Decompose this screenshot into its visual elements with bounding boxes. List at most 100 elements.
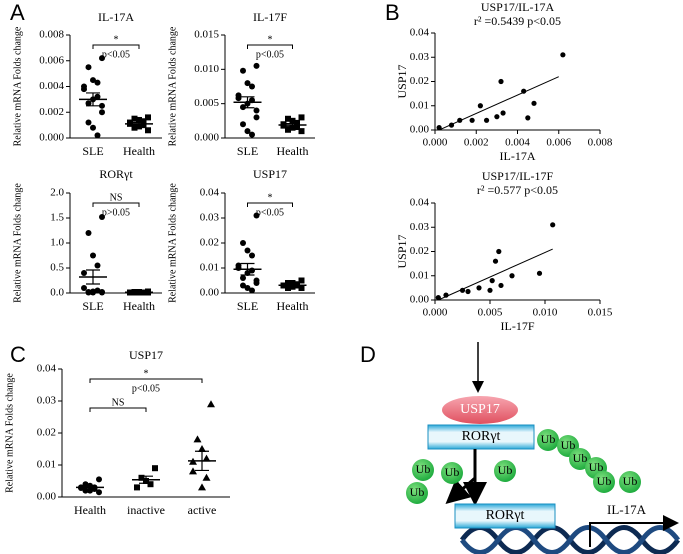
x-tick-label: Health	[277, 299, 309, 313]
data-point	[249, 287, 255, 294]
data-point	[198, 483, 206, 491]
data-point	[99, 55, 105, 62]
data-point	[99, 289, 105, 296]
significance-mark: NS	[110, 192, 123, 203]
x-tick-label: 0.006	[546, 137, 571, 149]
data-point	[90, 77, 96, 84]
data-point	[81, 86, 87, 93]
data-point	[253, 114, 260, 121]
data-point	[469, 117, 475, 123]
y-tick-label: 0.01	[37, 459, 56, 471]
y-tick-label: 0.006	[39, 54, 64, 66]
bracket	[247, 44, 293, 49]
x-tick-label: 0.005	[478, 307, 503, 319]
data-point	[492, 258, 499, 264]
y-tick-label: 0.000	[39, 132, 64, 144]
p-value: p>0.05	[102, 207, 130, 218]
y-tick-label: 0.004	[39, 80, 64, 92]
chart-title: USP17/IL-17A	[481, 0, 555, 14]
data-point	[85, 64, 92, 71]
ub-label: Ub	[623, 474, 638, 488]
ub-label: Ub	[541, 432, 556, 446]
enzyme-label: USP17	[460, 402, 500, 417]
p-value: p<0.05	[256, 207, 284, 218]
x-tick-label: 0.002	[464, 137, 489, 149]
data-point	[85, 100, 92, 107]
data-point	[99, 109, 105, 116]
sem-bar	[240, 96, 255, 109]
y-tick-label: 2.0	[50, 187, 64, 199]
p-value: p<0.05	[102, 49, 130, 60]
enzyme-shape	[442, 396, 518, 424]
ub-shape	[406, 482, 428, 504]
sem-bar	[195, 450, 209, 472]
data-point	[477, 103, 483, 109]
significance-mark: *	[144, 368, 149, 379]
y-tick-label: 0.02	[410, 245, 429, 257]
y-tick-label: 0.00	[410, 294, 430, 306]
data-point	[298, 285, 305, 291]
data-point	[198, 445, 206, 452]
sem-bar	[139, 475, 153, 484]
data-point	[147, 481, 154, 488]
ub-shape	[593, 471, 615, 493]
x-tick-label: Health	[123, 144, 155, 158]
panel-letter: D	[360, 342, 376, 367]
y-tick-label: 0.005	[194, 97, 219, 109]
p-value: p<0.05	[256, 49, 284, 60]
y-tick-label: 0.02	[37, 427, 56, 439]
data-point	[525, 115, 531, 121]
data-point	[99, 214, 105, 220]
sem-bar	[83, 485, 97, 490]
gene-label: IL-17A	[607, 502, 647, 517]
data-point	[531, 100, 537, 106]
data-point	[85, 119, 92, 126]
y-axis-label: Relative mRNA Folds change	[12, 183, 23, 303]
data-point	[294, 124, 300, 131]
data-point	[202, 473, 211, 481]
ub-label: Ub	[416, 462, 431, 476]
ub-shape	[494, 460, 516, 482]
data-point	[96, 476, 102, 483]
panel-letter: B	[385, 0, 400, 25]
data-point	[487, 287, 493, 293]
data-point	[249, 83, 255, 90]
data-point	[285, 126, 291, 133]
data-point	[500, 110, 506, 116]
data-point	[483, 117, 490, 123]
data-point	[189, 467, 197, 475]
y-axis-label: USP17	[395, 64, 409, 98]
data-point	[240, 275, 246, 281]
panel-letter: A	[10, 0, 25, 25]
ub-label: Ub	[410, 485, 425, 499]
x-tick-label: inactive	[127, 503, 165, 517]
x-axis-label: IL-17A	[500, 149, 536, 163]
target-box	[454, 503, 556, 529]
significance-mark: *	[268, 192, 273, 203]
data-point	[85, 289, 92, 296]
data-point	[240, 282, 246, 289]
sem-bar	[86, 269, 100, 285]
x-axis-label: IL-17F	[501, 319, 535, 333]
x-tick-label: 0.004	[505, 137, 530, 149]
data-point	[131, 115, 138, 122]
data-point	[94, 79, 101, 86]
chart-subtitle: r² =0.577 p<0.05	[477, 183, 558, 197]
y-tick-label: 0.0	[50, 287, 64, 299]
bracket	[89, 407, 147, 412]
data-point	[560, 52, 566, 58]
y-tick-label: 0.03	[410, 51, 430, 63]
bracket	[92, 202, 140, 207]
ub-shape	[619, 471, 641, 493]
data-point	[94, 93, 101, 100]
data-point	[136, 123, 142, 130]
chart-title: IL-17F	[253, 10, 287, 24]
y-tick-label: 0.01	[410, 269, 429, 281]
y-tick-label: 0.00	[200, 287, 220, 299]
chart-title: IL-17A	[98, 10, 134, 24]
y-tick-label: 0.015	[194, 29, 219, 41]
data-point	[536, 270, 543, 276]
data-point	[550, 222, 556, 228]
data-point	[249, 252, 255, 259]
